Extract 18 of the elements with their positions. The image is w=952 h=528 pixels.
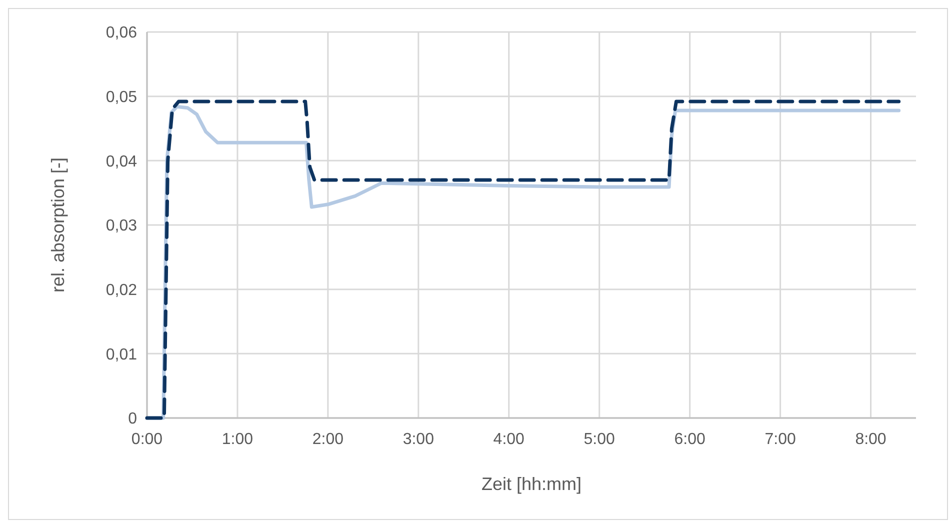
y-tick-label: 0,01 [106, 346, 138, 364]
x-tick-label: 3:00 [402, 431, 434, 448]
y-tick-label: 0,02 [106, 282, 138, 299]
x-tick-label: 4:00 [493, 431, 525, 448]
y-tick-label: 0,05 [106, 88, 138, 106]
x-tick-label: 5:00 [584, 431, 616, 448]
x-tick-label: 7:00 [764, 431, 796, 448]
y-axis-title: rel. absorption [-] [48, 157, 68, 293]
x-tick-label: 2:00 [312, 431, 344, 448]
y-tick-label: 0 [128, 410, 138, 428]
x-tick-label: 6:00 [674, 431, 706, 448]
x-tick-label: 0:00 [131, 431, 163, 448]
y-tick-label: 0,03 [106, 218, 138, 235]
y-tick-label: 0,04 [106, 153, 138, 170]
y-tick-label: 0,06 [106, 24, 138, 42]
x-tick-label: 1:00 [222, 431, 254, 448]
x-tick-label: 8:00 [855, 431, 886, 448]
x-axis-title: Zeit [hh:mm] [481, 474, 582, 494]
